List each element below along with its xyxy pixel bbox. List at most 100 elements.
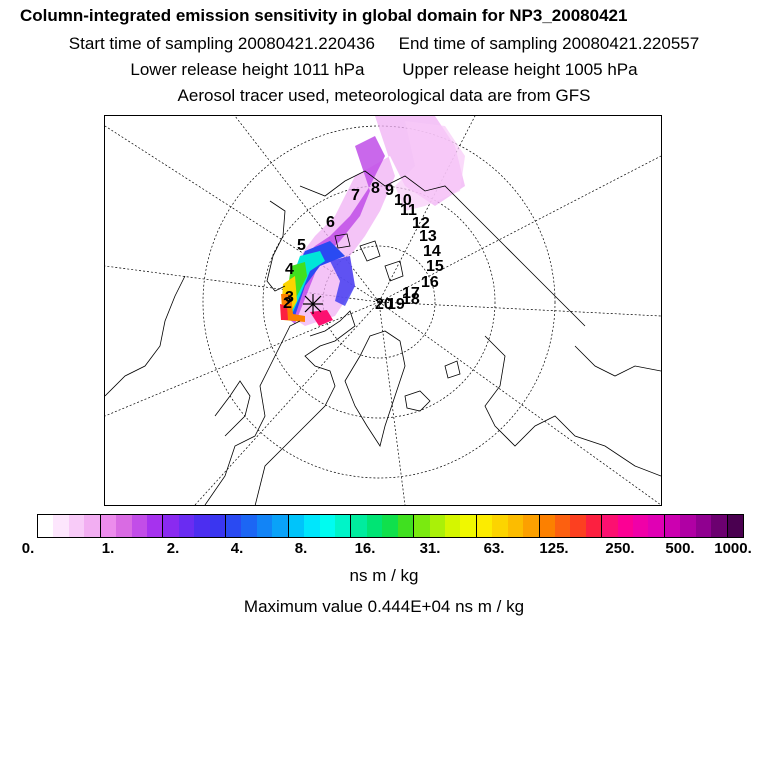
colorbar-segment: [507, 515, 524, 537]
colorbar-segment: [602, 515, 618, 537]
colorbar-segment: [38, 515, 54, 537]
colorbar-segment: [335, 515, 352, 537]
colorbar-segment: [633, 515, 649, 537]
colorbar-segment: [256, 515, 273, 537]
lower-release-height: Lower release height 1011 hPa: [130, 60, 365, 79]
colorbar-segment: [304, 515, 320, 537]
tracer-info: Aerosol tracer used, meteorological data…: [177, 86, 591, 105]
day-label: 16: [421, 274, 439, 291]
coastline-scandinavia: [484, 335, 661, 477]
coastline-greenland: [344, 330, 406, 447]
coastline-alaska: [204, 320, 301, 505]
release-heights: Lower release height 1011 hPa Upper rele…: [0, 60, 768, 80]
latitude-circle-inner: [322, 245, 436, 359]
colorbar-segment: [711, 515, 728, 537]
colorbar: [37, 514, 744, 538]
colorbar-units: ns m / kg: [349, 566, 419, 585]
colorbar-segment: [414, 515, 430, 537]
day-label: 8: [371, 180, 380, 197]
colorbar-segment: [131, 515, 147, 537]
meridian-line: [378, 301, 661, 317]
colorbar-segment: [476, 515, 493, 537]
meridian-line: [234, 116, 380, 303]
colorbar-segment: [460, 515, 477, 537]
colorbar-segment: [648, 515, 665, 537]
colorbar-segment: [209, 515, 227, 537]
day-label: 2: [283, 295, 292, 312]
day-label: 15: [426, 258, 444, 275]
colorbar-tick-label: 500.: [665, 540, 695, 557]
release-site-marker: [303, 294, 323, 314]
polar-map: 2 3 4 5 6 7 8 9 10 11 12 13 14 15 16 17 18 19 20: [104, 115, 662, 506]
day-label: 20: [375, 296, 393, 313]
meridian-line: [378, 301, 406, 505]
colorbar-tick-label: 250.: [605, 540, 635, 557]
coastline-canada: [254, 310, 356, 505]
marker-diag: [304, 295, 322, 313]
day-label: 13: [419, 228, 437, 245]
colorbar-segment: [539, 515, 555, 537]
colorbar-segment: [226, 515, 242, 537]
day-label: 3: [285, 289, 294, 306]
plot-title: Column-integrated emission sensitivity i…: [20, 6, 628, 25]
coastline-hudson: [214, 380, 251, 437]
colorbar-segment: [68, 515, 85, 537]
start-time: Start time of sampling 20080421.220436: [68, 34, 376, 53]
colorbar-segment: [194, 515, 210, 537]
day-label: 10: [394, 192, 412, 209]
day-label: 11: [400, 202, 417, 219]
colorbar-segment: [288, 515, 305, 537]
colorbar-tick-labels: 0. 1. 2. 4. 8. 16. 31. 63. 125. 250. 500. 1000.: [0, 540, 768, 560]
plume-red: [280, 304, 288, 320]
day-label: 18: [402, 291, 420, 308]
colorbar-segment: [116, 515, 132, 537]
coastline-iceland: [404, 390, 431, 412]
meridian-line: [378, 301, 661, 505]
coastline-arctic-islands: [334, 233, 404, 282]
colorbar-segment: [492, 515, 508, 537]
colorbar-segment: [178, 515, 195, 537]
coastline-east-asia: [105, 275, 186, 397]
colorbar-tick-label: 125.: [539, 540, 569, 557]
colorbar-segment: [554, 515, 571, 537]
day-label: 12: [412, 215, 430, 232]
meridian-line: [194, 301, 380, 505]
coastline-siberia: [299, 170, 586, 327]
colorbar-tick-label: 1.: [101, 540, 115, 557]
meridian-line: [378, 116, 476, 303]
colorbar-tick-label: 31.: [419, 540, 441, 557]
colorbar-segment: [84, 515, 101, 537]
latitude-circle-mid: [262, 185, 496, 419]
colorbar-segment: [680, 515, 696, 537]
colorbar-segment: [444, 515, 461, 537]
colorbar-segment: [241, 515, 257, 537]
colorbar-segment: [397, 515, 415, 537]
colorbar-segment: [695, 515, 712, 537]
day-label: 17: [402, 285, 420, 302]
coastline-svalbard: [444, 360, 461, 379]
day-label: 6: [326, 214, 335, 231]
colorbar-segment: [319, 515, 336, 537]
colorbar-segment: [366, 515, 383, 537]
plume-red-east: [310, 310, 333, 326]
colorbar-segment: [351, 515, 367, 537]
colorbar-segment: [163, 515, 179, 537]
coastline-eurasia-north: [266, 200, 286, 292]
coastlines: [105, 170, 661, 505]
colorbar-segment: [585, 515, 603, 537]
maximum-value-label: Maximum value 0.444E+04 ns m / kg: [243, 597, 525, 616]
day-label: 5: [297, 237, 306, 254]
graticule: [105, 116, 661, 505]
day-label: 4: [285, 261, 294, 278]
coastline-europe-east: [574, 345, 661, 377]
plume: [280, 116, 465, 326]
plume-blue-east: [330, 256, 355, 306]
colorbar-segment: [727, 515, 743, 537]
sampling-times: Start time of sampling 20080421.220436 E…: [0, 34, 768, 54]
colorbar-tick-label: 16.: [354, 540, 376, 557]
colorbar-segment: [100, 515, 117, 537]
colorbar-segment: [53, 515, 69, 537]
meridian-line: [105, 301, 380, 417]
